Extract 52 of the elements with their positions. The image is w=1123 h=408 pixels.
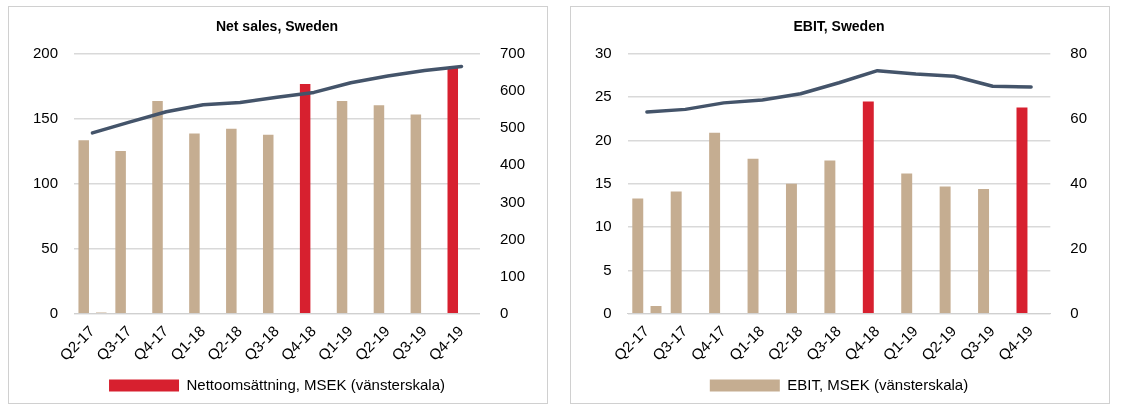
y2-tick-label: 0 — [499, 303, 509, 321]
y2-tick-label: 20 — [1070, 238, 1087, 256]
bar — [632, 198, 644, 314]
y-tick-label: 0 — [603, 303, 612, 321]
bar — [299, 84, 311, 314]
bar — [978, 189, 990, 314]
y2-tick-label: 400 — [499, 155, 525, 173]
bar — [650, 305, 662, 314]
bar — [115, 150, 126, 314]
bar — [709, 132, 721, 314]
bar — [78, 140, 89, 314]
y-tick-label: 100 — [33, 173, 59, 191]
bar — [670, 191, 682, 314]
y2-tick-label: 700 — [499, 43, 525, 61]
y-tick-label: 200 — [33, 43, 59, 61]
bar — [747, 158, 759, 314]
y2-tick-label: 60 — [1070, 108, 1087, 126]
legend-label: EBIT, MSEK (vänsterskala) — [787, 375, 969, 393]
y2-tick-label: 40 — [1070, 173, 1087, 191]
bar — [824, 160, 836, 314]
bar — [901, 173, 913, 314]
y-tick-label: 5 — [603, 260, 612, 278]
y2-tick-label: 200 — [499, 229, 525, 247]
chart-title: Net sales, Sweden — [215, 18, 339, 35]
bar — [373, 105, 385, 314]
y-tick-label: 150 — [33, 108, 59, 126]
bar — [336, 101, 348, 314]
bar — [785, 183, 797, 314]
bar — [447, 67, 459, 314]
y-tick-label: 20 — [595, 130, 612, 148]
bar — [226, 128, 237, 314]
y-tick-label: 0 — [49, 303, 59, 321]
bar — [1016, 107, 1028, 314]
y-tick-label: 15 — [595, 173, 612, 191]
bar — [939, 186, 951, 314]
bar — [862, 101, 874, 314]
y2-tick-label: 0 — [1070, 303, 1079, 321]
bar — [189, 133, 200, 314]
y2-tick-label: 100 — [499, 266, 525, 284]
y-tick-label: 10 — [595, 217, 612, 235]
y2-tick-label: 80 — [1070, 43, 1087, 61]
bar — [410, 114, 422, 314]
y2-tick-label: 500 — [499, 118, 525, 136]
y2-tick-label: 300 — [499, 192, 525, 210]
y-tick-label: 25 — [595, 87, 612, 105]
y2-tick-label: 600 — [499, 81, 525, 99]
bar — [152, 101, 163, 314]
bar — [262, 134, 274, 314]
legend-label: Nettoomsättning, MSEK (vänsterskala) — [186, 375, 445, 393]
y-tick-label: 30 — [595, 43, 612, 61]
chart-title: EBIT, Sweden — [793, 18, 885, 35]
y-tick-label: 50 — [41, 238, 59, 256]
